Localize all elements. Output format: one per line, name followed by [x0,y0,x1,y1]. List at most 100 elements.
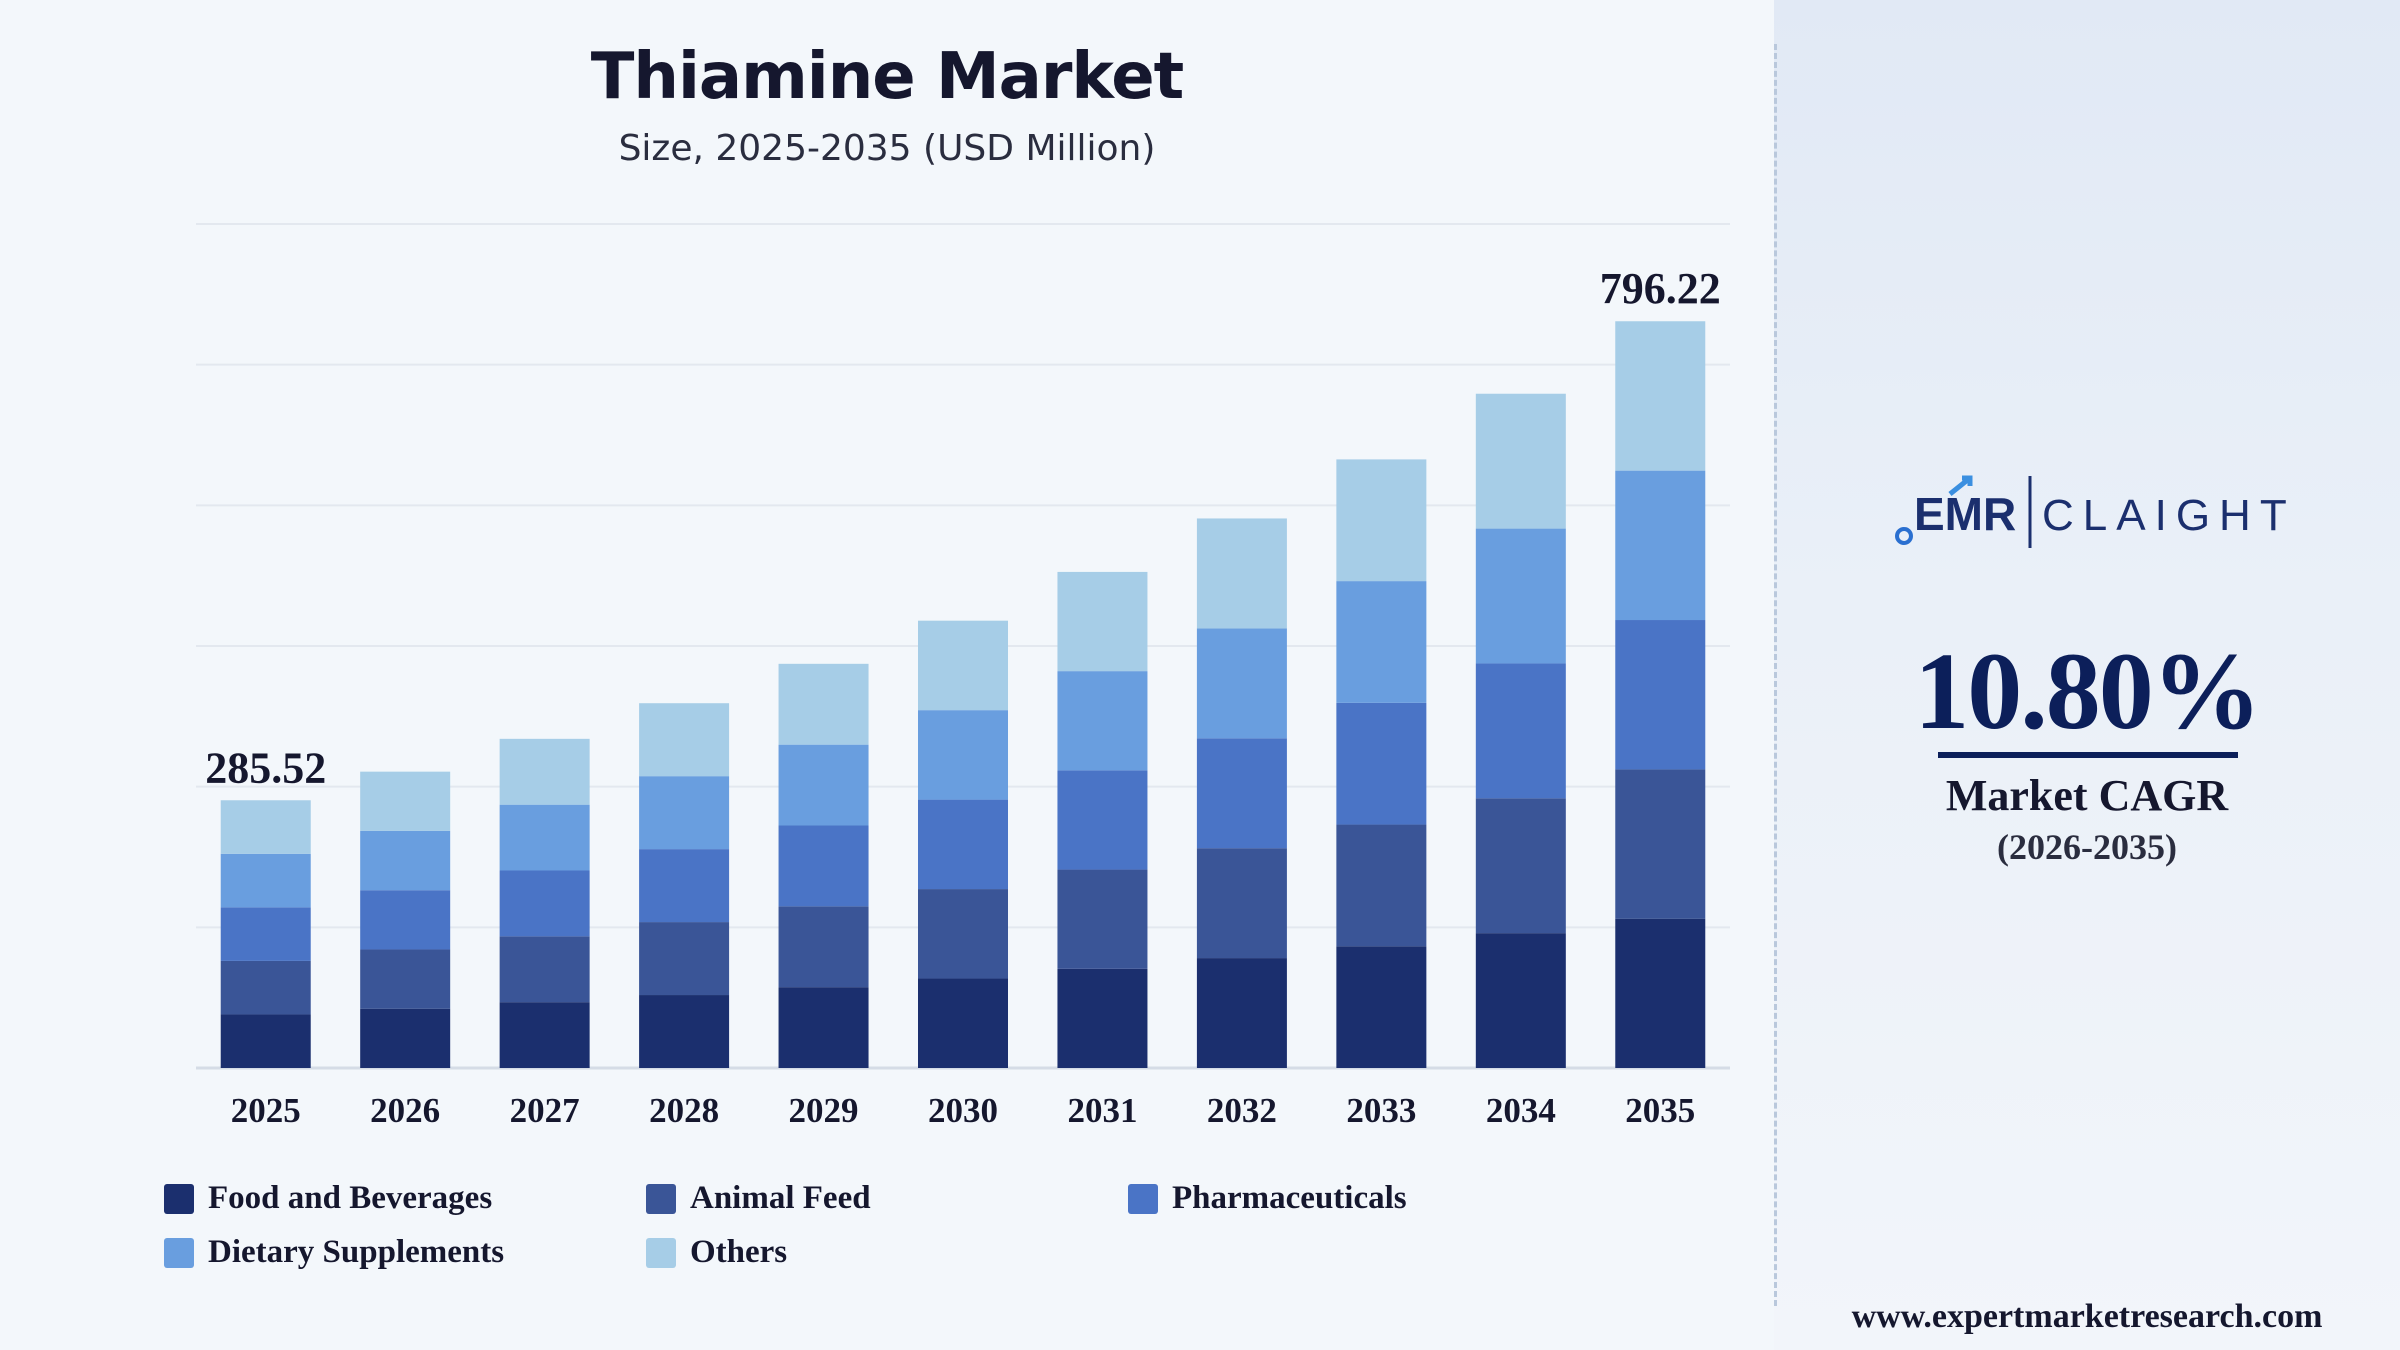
bar-segment-pharmaceuticals-2032 [1196,738,1287,849]
bar-segment-animal-feed-2026 [360,949,451,1009]
logo-claight-text: CLAIGHT [2042,491,2296,540]
x-tick-label-2031: 2031 [1067,1091,1137,1130]
bar-segment-dietary-supplements-2035 [1615,470,1706,621]
bar-segment-food-and-beverages-2035 [1615,918,1706,1068]
bar-segment-others-2025 [220,800,311,854]
bar-segment-pharmaceuticals-2030 [918,799,1008,890]
bar-segment-animal-feed-2030 [918,889,1008,979]
logo-emr-text: EMR [1914,488,2016,540]
data-label-2025: 285.52 [205,743,326,792]
bar-segment-pharmaceuticals-2029 [778,825,869,907]
bar-segment-dietary-supplements-2034 [1475,528,1566,664]
bar-segment-others-2026 [360,771,451,831]
bar-segment-others-2027 [499,738,590,805]
legend-swatch [646,1237,676,1268]
bar-segment-dietary-supplements-2025 [220,853,311,908]
legend-item-food-and-beverages: Food and Beverages [164,1180,492,1217]
bar-segment-food-and-beverages-2026 [360,1008,451,1068]
legend-swatch [646,1183,676,1214]
x-tick-label-2032: 2032 [1207,1091,1277,1130]
chart-title: Thiamine Market [590,40,1185,114]
website-url: www.expertmarketresearch.com [1851,1298,2323,1335]
legend-item-others: Others [646,1234,787,1271]
bar-segment-others-2035 [1615,321,1706,471]
bar-segment-food-and-beverages-2027 [499,1002,590,1068]
bar-segment-pharmaceuticals-2034 [1475,663,1566,799]
x-tick-label-2035: 2035 [1625,1091,1695,1130]
bar-segment-food-and-beverages-2032 [1196,958,1287,1068]
bar-segment-animal-feed-2031 [1057,869,1148,969]
bar-segment-pharmaceuticals-2028 [639,849,730,923]
bar-segment-dietary-supplements-2032 [1196,628,1287,739]
x-tick-label-2029: 2029 [789,1091,859,1130]
bar-segment-dietary-supplements-2033 [1336,581,1427,703]
bar-segment-pharmaceuticals-2035 [1615,620,1706,770]
bar-segment-animal-feed-2034 [1475,798,1566,934]
bar-segment-pharmaceuticals-2033 [1336,702,1427,825]
panel-divider [1774,44,1777,1306]
legend-label: Animal Feed [690,1180,871,1216]
data-label-2035: 796.22 [1600,264,1721,313]
legend-label: Food and Beverages [208,1180,493,1216]
bar-segment-others-2033 [1336,459,1427,582]
bar-segment-others-2028 [639,703,730,777]
bar-segment-food-and-beverages-2033 [1336,946,1427,1068]
bar-segment-pharmaceuticals-2025 [220,907,311,961]
cagr-period: (2026-2035) [1997,827,2177,867]
bar-segment-food-and-beverages-2028 [639,995,730,1068]
x-tick-label-2027: 2027 [510,1091,580,1130]
x-axis-ticks: 2025 2026 2027 2028 2029 2030 2031 2032 2033 2034… [231,1091,1696,1130]
bar-segment-animal-feed-2029 [778,906,869,988]
bar-segment-others-2034 [1475,393,1566,529]
logo-dot-icon [1895,527,1913,545]
chart-legend: Food and Beverages Animal Feed Pharmaceu… [164,1180,1614,1290]
legend-label: Others [690,1234,788,1270]
bar-segment-pharmaceuticals-2026 [360,890,451,950]
x-tick-label-2025: 2025 [231,1091,301,1130]
legend-label: Dietary Supplements [208,1234,505,1270]
x-tick-label-2026: 2026 [370,1091,440,1130]
x-tick-label-2028: 2028 [649,1091,719,1130]
bar-segment-animal-feed-2033 [1336,824,1427,947]
bar-segment-food-and-beverages-2025 [220,1014,311,1068]
bar-segment-dietary-supplements-2028 [639,776,730,850]
legend-swatch [164,1183,194,1214]
bar-segment-animal-feed-2027 [499,936,590,1003]
legend-swatch [1128,1183,1158,1214]
stacked-bar-chart: 285.52 796.22 2025 2026 2027 2028 2029 2030 203… [196,223,1730,1130]
legend-item-animal-feed: Animal Feed [646,1180,871,1217]
bar-segment-dietary-supplements-2031 [1057,671,1148,771]
x-tick-label-2034: 2034 [1486,1091,1556,1130]
cagr-label: Market CAGR [1945,771,2229,820]
legend-item-dietary-supplements: Dietary Supplements [164,1234,504,1271]
bars [220,321,1706,1068]
bar-segment-animal-feed-2035 [1615,769,1706,919]
bar-segment-dietary-supplements-2027 [499,804,590,871]
legend-label: Pharmaceuticals [1172,1180,1407,1216]
logo-arrow-icon [1948,475,1973,496]
bar-segment-food-and-beverages-2029 [778,987,869,1068]
legend-swatch [164,1237,194,1268]
bar-segment-animal-feed-2032 [1196,848,1287,959]
x-tick-label-2033: 2033 [1346,1091,1416,1130]
bar-segment-dietary-supplements-2029 [778,744,869,826]
bar-segment-food-and-beverages-2030 [918,978,1008,1068]
bar-segment-dietary-supplements-2026 [360,830,451,891]
bar-segment-pharmaceuticals-2031 [1057,770,1148,870]
data-labels: 285.52 796.22 [205,264,1721,792]
bar-segment-animal-feed-2028 [639,922,730,996]
bar-segment-others-2030 [918,620,1008,711]
bar-segment-pharmaceuticals-2027 [499,870,590,937]
legend-item-pharmaceuticals: Pharmaceuticals [1128,1180,1407,1217]
bar-segment-animal-feed-2025 [220,960,311,1015]
bar-segment-food-and-beverages-2034 [1475,933,1566,1068]
bar-segment-dietary-supplements-2030 [918,710,1008,800]
cagr-underline [1938,752,2238,758]
summary-panel [1774,0,2400,1350]
emr-claight-logo: EMR CLAIGHT [1895,475,2296,548]
bar-segment-food-and-beverages-2031 [1057,968,1148,1068]
x-tick-label-2030: 2030 [928,1091,998,1130]
bar-segment-others-2031 [1057,571,1148,672]
cagr-value: 10.80% [1914,630,2262,752]
chart-subtitle: Size, 2025-2035 (USD Million) [618,128,1156,169]
